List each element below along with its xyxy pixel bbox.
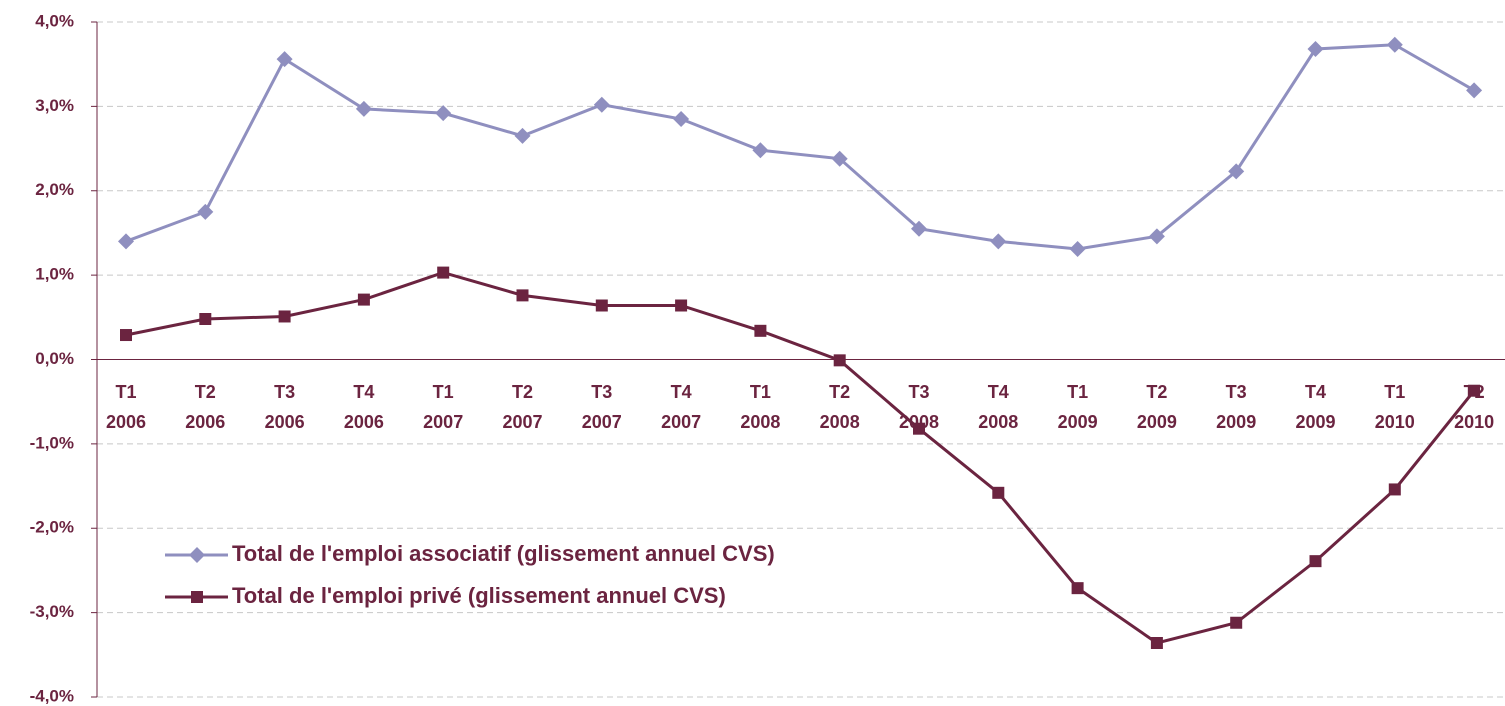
data-point: [199, 313, 212, 325]
data-point: [833, 354, 846, 367]
data-point: [191, 591, 203, 603]
x-tick-label: T4 2009: [1295, 382, 1336, 432]
data-point: [754, 324, 767, 337]
series-line: [125, 43, 1475, 251]
data-point: [355, 100, 372, 117]
data-point: [595, 299, 608, 312]
data-point: [752, 142, 769, 159]
data-point: [1069, 240, 1086, 257]
x-tick-label: T1 2006: [105, 382, 147, 432]
x-tick-label: T3 2008: [898, 382, 940, 432]
x-tick-label: T1 2009: [1057, 382, 1098, 432]
data-point: [990, 233, 1007, 250]
legend-label: Total de l'emploi associatif (glissement…: [232, 541, 775, 566]
data-point: [992, 486, 1005, 499]
data-point: [1071, 582, 1084, 595]
data-point: [911, 220, 927, 237]
y-tick-label: 1,0%: [35, 265, 74, 284]
y-tick-label: -1,0%: [30, 433, 74, 452]
x-tick-label: T4 2008: [978, 382, 1019, 432]
series-line: [125, 271, 1476, 645]
x-tick-label: T2 2008: [819, 382, 860, 432]
data-point: [913, 422, 925, 435]
data-point: [437, 266, 450, 279]
data-point: [276, 51, 293, 68]
data-point: [435, 105, 452, 122]
x-tick-label: T3 2006: [264, 382, 305, 432]
data-point: [357, 293, 370, 306]
data-point: [831, 150, 848, 167]
y-tick-label: 2,0%: [35, 180, 74, 199]
legend-label: Total de l'emploi privé (glissement annu…: [232, 583, 726, 608]
x-tick-label: T2 2010: [1454, 382, 1495, 432]
x-tick-label: T1 2008: [740, 382, 781, 432]
data-point: [1148, 228, 1165, 245]
y-tick-label: 4,0%: [35, 11, 74, 30]
x-tick-label: T2 2006: [185, 382, 226, 432]
y-tick-label: 0,0%: [35, 349, 74, 368]
y-tick-label: -3,0%: [30, 602, 74, 621]
data-point: [1386, 36, 1403, 53]
data-point: [120, 329, 132, 342]
data-point: [1309, 555, 1322, 568]
x-tick-label: T4 2006: [343, 382, 384, 432]
data-point: [1388, 483, 1401, 496]
data-point: [1150, 637, 1163, 649]
data-point: [516, 289, 529, 302]
data-point: [673, 111, 690, 128]
x-tick-label: T1 2010: [1374, 382, 1415, 432]
data-point: [593, 96, 610, 113]
data-point: [514, 127, 531, 144]
x-tick-label: T2 2007: [502, 382, 543, 432]
y-tick-label: -4,0%: [30, 686, 74, 705]
data-point: [278, 310, 291, 323]
y-tick-label: -2,0%: [30, 518, 74, 537]
data-point: [1228, 163, 1245, 180]
x-tick-label: T1 2007: [423, 382, 464, 432]
data-point: [118, 233, 134, 250]
data-point: [1468, 384, 1481, 397]
data-point: [197, 203, 214, 220]
data-point: [1466, 82, 1483, 99]
x-tick-label: T4 2007: [661, 382, 702, 432]
x-tick-label: T3 2007: [581, 382, 622, 432]
y-tick-label: 3,0%: [35, 96, 74, 115]
data-point: [675, 299, 688, 312]
data-point: [1230, 616, 1243, 629]
x-tick-label: T3 2009: [1216, 382, 1257, 432]
data-point: [189, 547, 205, 563]
data-point: [1307, 41, 1324, 57]
x-tick-label: T2 2009: [1136, 382, 1177, 432]
